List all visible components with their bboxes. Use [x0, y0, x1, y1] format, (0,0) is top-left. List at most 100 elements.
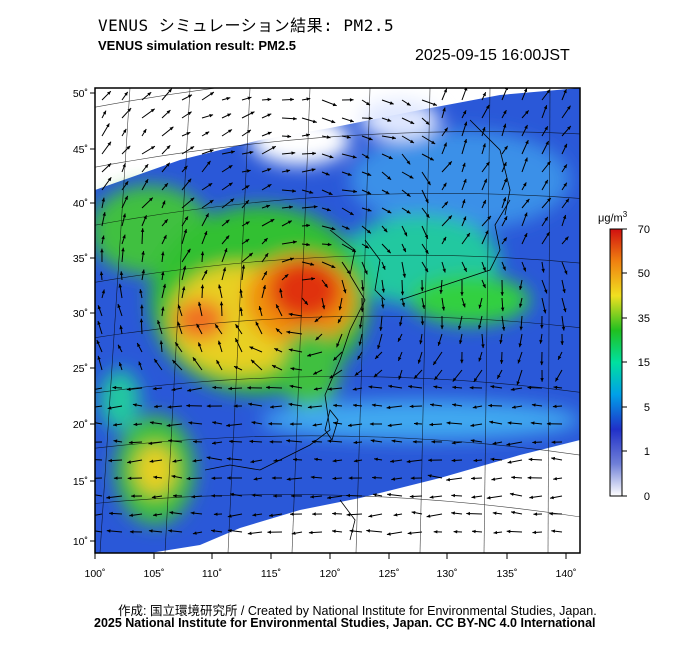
- wind-arrow-head: [451, 441, 456, 445]
- wind-arrow-head: [206, 160, 211, 165]
- wind-arrow-head: [137, 343, 141, 347]
- wind-arrow-head: [227, 476, 231, 480]
- wind-arrow-head: [387, 176, 392, 180]
- wind-arrow-head: [106, 529, 111, 533]
- wind-arrow-head: [369, 422, 374, 426]
- wind-arrow-head: [107, 406, 112, 410]
- wind-arrow-head: [383, 228, 388, 233]
- wind-arrow-head: [287, 134, 292, 139]
- wind-arrow-head: [527, 476, 532, 480]
- wind-arrow-head: [503, 178, 507, 183]
- wind-arrow-head: [267, 97, 272, 102]
- wind-arrow-head: [191, 495, 196, 499]
- wind-arrow-head: [107, 91, 111, 95]
- wind-arrow-head: [452, 403, 456, 407]
- wind-arrow-head: [424, 268, 428, 273]
- wind-arrow-head: [290, 97, 294, 102]
- wind-arrow-head: [427, 181, 431, 186]
- wind-arrow-head: [392, 136, 396, 140]
- wind-arrow-head: [126, 387, 131, 391]
- wind-arrow-head: [143, 215, 147, 220]
- wind-arrow-head: [398, 375, 402, 380]
- wind-arrow-head: [215, 324, 219, 329]
- wind-arrow-head: [108, 458, 112, 463]
- wind-arrow-head: [144, 164, 149, 169]
- wind-arrow-head: [245, 221, 250, 225]
- wind-arrow-head: [551, 456, 556, 461]
- wind-arrow-head: [561, 326, 566, 331]
- wind-arrow-head: [428, 458, 432, 462]
- wind-arrow-head: [153, 475, 158, 480]
- wind-arrow-head: [312, 512, 316, 516]
- wind-arrow-head: [249, 150, 254, 155]
- wind-arrow-head: [410, 476, 415, 480]
- wind-arrow-head: [522, 267, 526, 272]
- wind-arrow-head: [286, 169, 291, 173]
- map-title-jp: VENUS シミュレーション結果: PM2.5: [98, 16, 395, 35]
- wind-vectors: [89, 88, 572, 536]
- wind-arrow-head: [249, 346, 254, 350]
- wind-arrow-head: [306, 242, 310, 247]
- wind-arrow-head: [309, 190, 314, 194]
- wind-arrow-head: [444, 201, 448, 206]
- wind-arrow-head: [269, 513, 273, 518]
- wind-arrow-head: [168, 88, 172, 93]
- wind-arrow-head: [463, 216, 467, 221]
- colorbar-tick-label: 1: [644, 446, 650, 458]
- wind-arrow-head: [122, 234, 126, 239]
- wind-arrow-head: [289, 205, 293, 209]
- wind-arrow-head: [144, 179, 149, 184]
- wind-arrow-head: [509, 492, 514, 496]
- wind-arrow-head: [503, 237, 507, 242]
- wind-arrow-head: [219, 301, 224, 306]
- wind-arrow-head: [541, 268, 545, 273]
- wind-arrow-head: [90, 388, 94, 391]
- wind-arrow-head: [502, 266, 506, 271]
- wind-arrow-head: [543, 309, 547, 314]
- wind-arrow-head: [463, 139, 468, 143]
- colorbar-tick-label: 35: [638, 313, 650, 325]
- wind-arrow-head: [327, 439, 332, 443]
- wind-arrow-head: [203, 270, 208, 274]
- wind-arrow-head: [546, 89, 550, 94]
- wind-arrow-head: [270, 219, 275, 223]
- wind-arrow-head: [127, 108, 132, 112]
- wind-arrow-head: [551, 440, 556, 444]
- wind-arrow-head: [192, 531, 197, 535]
- wind-arrow-head: [152, 386, 157, 391]
- wind-arrow-head: [123, 128, 127, 133]
- wind-arrow-head: [387, 493, 391, 497]
- wind-arrow-head: [353, 403, 357, 408]
- wind-arrow-head: [441, 306, 446, 311]
- wind-arrow-head: [470, 423, 475, 427]
- wind-arrow-head: [381, 288, 385, 293]
- wind-arrow-head: [400, 291, 405, 296]
- lat-tick-label: 20˚: [73, 419, 88, 431]
- wind-arrow-head: [462, 303, 466, 308]
- lon-tick-label: 130˚: [436, 568, 457, 580]
- wind-arrow-head: [187, 111, 192, 116]
- wind-arrow-head: [443, 182, 447, 187]
- wind-arrow-head: [348, 423, 352, 427]
- wind-arrow-head: [119, 325, 123, 330]
- wind-arrow-head: [531, 403, 536, 407]
- wind-arrow-head: [311, 168, 316, 172]
- wind-arrow-head: [268, 422, 272, 426]
- wind-arrow-head: [333, 403, 337, 408]
- wind-arrow-head: [470, 439, 475, 443]
- wind-arrow-head: [371, 403, 376, 407]
- wind-arrow-head: [365, 244, 369, 249]
- wind-arrow-head: [352, 155, 357, 159]
- wind-arrow-head: [409, 175, 414, 179]
- wind-arrow-head: [154, 404, 158, 409]
- wind-arrow-head: [555, 377, 559, 382]
- colorbar-unit: μg/m3: [598, 210, 628, 225]
- wind-arrow-head: [245, 239, 250, 243]
- lat-tick-label: 30˚: [73, 308, 88, 320]
- wind-arrow-head: [543, 105, 548, 110]
- wind-arrow-head: [89, 458, 93, 461]
- wind-arrow-head: [516, 381, 520, 386]
- wind-arrow-head: [511, 510, 515, 515]
- wind-arrow-head: [432, 102, 437, 106]
- wind-arrow-head: [532, 530, 537, 535]
